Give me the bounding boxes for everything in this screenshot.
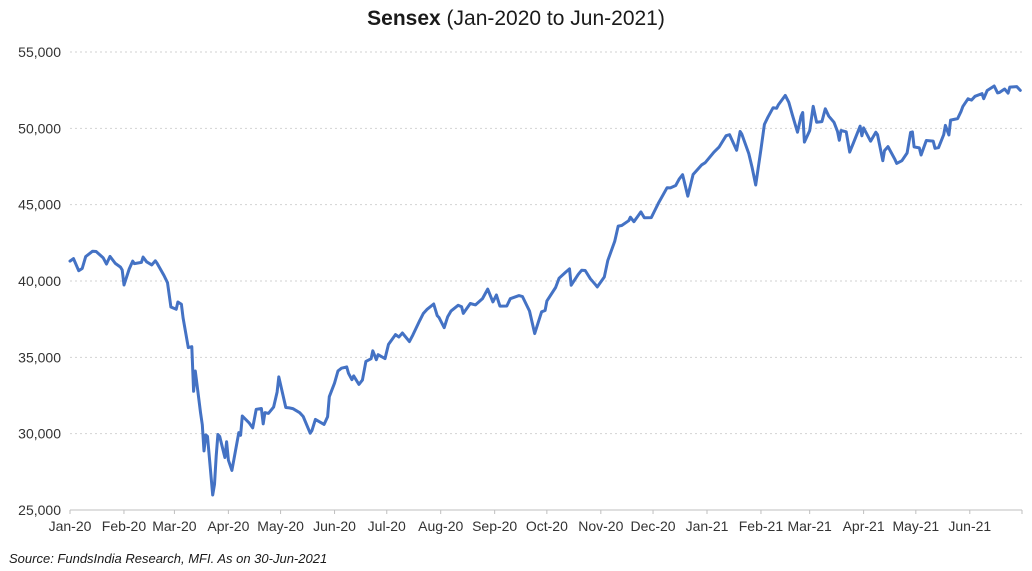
source-note: Source: FundsIndia Research, MFI. As on … — [9, 551, 328, 566]
chart-title-suffix: (Jan-2020 to Jun-2021) — [440, 7, 665, 30]
sensex-line — [68, 84, 1022, 497]
y-axis-tick-label: 50,000 — [18, 120, 61, 136]
x-axis-tick-label: Jun-20 — [313, 518, 356, 534]
x-axis-tick-label: Nov-20 — [578, 518, 623, 534]
x-axis-tick-label: Oct-20 — [526, 518, 568, 534]
x-axis-tick-label: Apr-21 — [843, 518, 885, 534]
x-axis-tick-label: May-20 — [257, 518, 304, 534]
x-axis-tick-label: Jan-21 — [686, 518, 729, 534]
y-axis-tick-label: 55,000 — [18, 44, 61, 60]
y-axis-tick-label: 40,000 — [18, 273, 61, 289]
x-axis-tick-label: Apr-20 — [207, 518, 249, 534]
x-axis-tick-label: Sep-20 — [472, 518, 517, 534]
chart-title-main: Sensex — [367, 7, 441, 30]
x-axis-tick-label: Dec-20 — [630, 518, 675, 534]
x-axis-tick-label: Mar-20 — [152, 518, 197, 534]
y-axis-tick-label: 30,000 — [18, 426, 61, 442]
x-axis-tick-label: Feb-21 — [739, 518, 784, 534]
x-axis-tick-label: Jul-20 — [368, 518, 406, 534]
chart-title: Sensex (Jan-2020 to Jun-2021) — [0, 7, 1032, 31]
y-axis-tick-label: 45,000 — [18, 197, 61, 213]
y-axis-tick-label: 35,000 — [18, 349, 61, 365]
x-axis-tick-label: Feb-20 — [102, 518, 147, 534]
x-axis-tick-label: Mar-21 — [787, 518, 832, 534]
x-axis-tick-label: Jan-20 — [49, 518, 92, 534]
x-axis-tick-label: Jun-21 — [948, 518, 991, 534]
x-axis-tick-label: May-21 — [892, 518, 939, 534]
x-axis-tick-label: Aug-20 — [418, 518, 463, 534]
y-axis-tick-label: 25,000 — [18, 502, 61, 518]
